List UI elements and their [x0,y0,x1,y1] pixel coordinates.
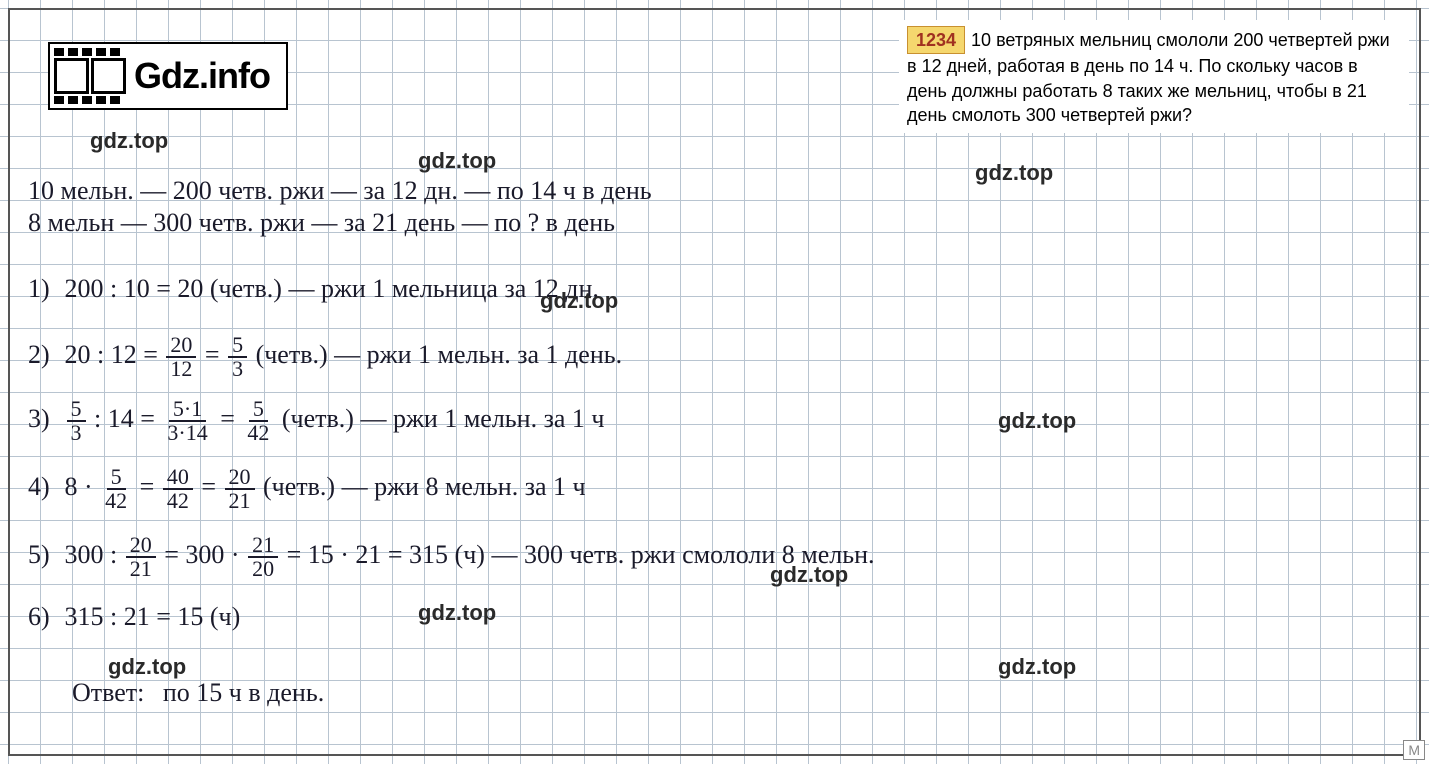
watermark: gdz.top [975,160,1053,186]
fraction: 53 [228,334,247,380]
step-post: (четв.) — ржи 8 мельн. за 1 ч [263,472,586,501]
watermark: gdz.top [540,288,618,314]
fraction: 2021 [225,466,255,512]
watermark: gdz.top [90,128,168,154]
fraction: 53 [67,398,86,444]
fraction: 4042 [163,466,193,512]
watermark: gdz.top [998,408,1076,434]
film-icon [54,48,126,104]
step-number: 2) [28,340,58,370]
step-body: 315 : 21 = 15 (ч) [65,602,241,631]
step-post: (четв.) — ржи 1 мельн. за 1 ч [282,404,605,433]
step-3: 3) 53 : 14 = 5·13·14 = 542 (четв.) — ржи… [28,398,604,444]
step-6: 6) 315 : 21 = 15 (ч) [28,602,240,632]
problem-number: 1234 [907,26,965,54]
step-number: 4) [28,472,58,502]
fraction: 542 [101,466,131,512]
answer-label: Ответ: [72,678,144,707]
step-1: 1) 200 : 10 = 20 (четв.) — ржи 1 мельниц… [28,274,599,304]
step-pre: 300 : [65,540,118,569]
step-pre: 8 · [65,472,93,501]
step-number: 6) [28,602,58,632]
step-2: 2) 20 : 12 = 2012 = 53 (четв.) — ржи 1 м… [28,334,622,380]
fraction: 2120 [248,534,278,580]
step-pre: 20 : 12 = [65,340,158,369]
step-number: 3) [28,404,58,434]
problem-text: 10 ветряных мельниц смололи 200 четверте… [907,30,1390,125]
watermark: gdz.top [998,654,1076,680]
watermark: gdz.top [770,562,848,588]
fraction: 2012 [166,334,196,380]
fraction: 542 [243,398,273,444]
step-post: (четв.) — ржи 1 мельн. за 1 день. [256,340,623,369]
watermark: gdz.top [418,148,496,174]
step-body: 200 : 10 = 20 (четв.) — ржи 1 мельница з… [65,274,599,303]
watermark: gdz.top [108,654,186,680]
fraction: 2021 [126,534,156,580]
step-5: 5) 300 : 2021 = 300 · 2120 = 15 · 21 = 3… [28,534,874,580]
problem-statement: 123410 ветряных мельниц смололи 200 четв… [899,20,1409,133]
corner-marker: М [1403,740,1425,760]
given-line-1: 10 мельн. — 200 четв. ржи — за 12 дн. — … [28,176,652,206]
site-logo: Gdz.info [48,42,288,110]
given-line-2: 8 мельн — 300 четв. ржи — за 21 день — п… [28,208,615,238]
fraction: 5·13·14 [163,398,211,444]
answer-line: Ответ: по 15 ч в день. [72,678,324,708]
step-4: 4) 8 · 542 = 4042 = 2021 (четв.) — ржи 8… [28,466,586,512]
step-number: 5) [28,540,58,570]
watermark: gdz.top [418,600,496,626]
step-number: 1) [28,274,58,304]
logo-text: Gdz.info [134,55,270,97]
answer-text: по 15 ч в день. [163,678,324,707]
